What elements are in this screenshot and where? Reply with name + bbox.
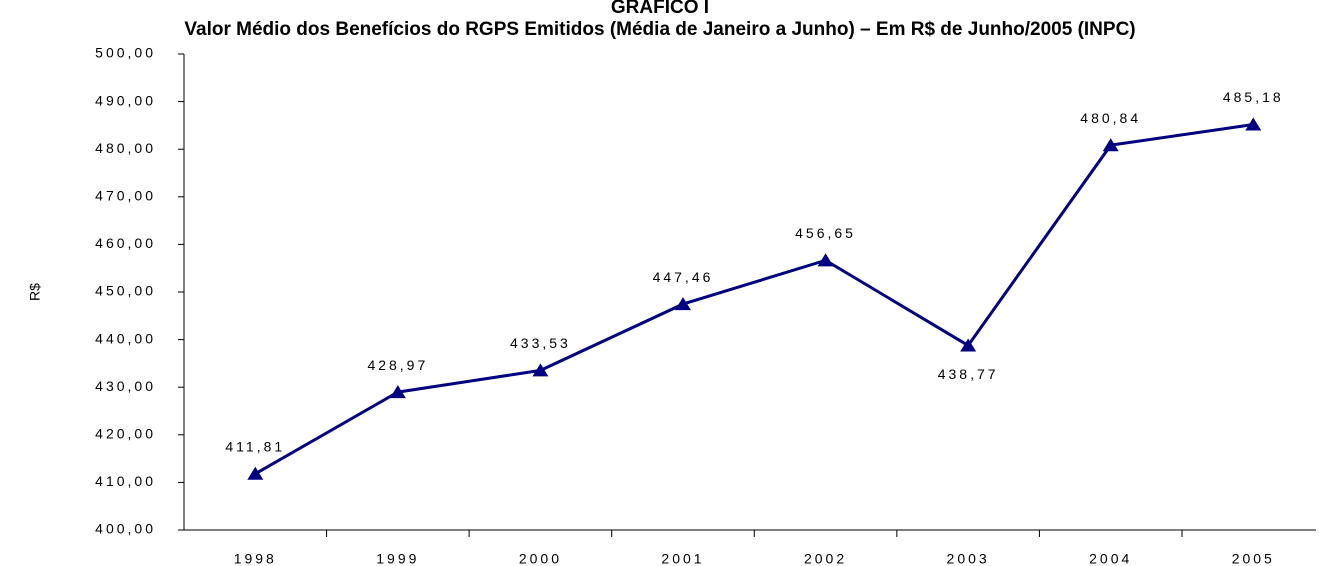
value-label: 438,77 (938, 366, 999, 382)
marker (532, 363, 549, 377)
y-tick-label: 440,00 (95, 330, 156, 346)
y-tick-label: 400,00 (95, 521, 156, 537)
value-label: 480,84 (1080, 110, 1141, 126)
y-axis-label: R$ (27, 283, 43, 301)
x-tick-label: 2003 (947, 551, 990, 566)
y-tick-label: 490,00 (95, 92, 156, 108)
x-tick-label: 2002 (804, 551, 847, 566)
value-label: 447,46 (653, 269, 714, 285)
y-tick-label: 500,00 (95, 45, 156, 61)
chart-supertitle: GRÁFICO I (611, 0, 709, 18)
line (254, 123, 1254, 476)
x-tick-label: 1998 (234, 551, 277, 566)
y-tick-label: 470,00 (95, 188, 156, 204)
chart-title: Valor Médio dos Benefícios do RGPS Emiti… (184, 19, 1135, 40)
y-tick-label: 430,00 (95, 378, 156, 394)
y-tick-label: 460,00 (95, 235, 156, 251)
marker (674, 297, 691, 311)
marker (960, 338, 977, 352)
marker (389, 385, 406, 399)
value-label: 433,53 (510, 335, 571, 351)
value-label: 485,18 (1223, 89, 1284, 105)
value-label: 411,81 (225, 438, 285, 454)
y-tick-label: 450,00 (95, 283, 156, 299)
value-label: 428,97 (367, 357, 428, 373)
y-tick-label: 420,00 (95, 426, 156, 442)
x-tick-label: 2000 (519, 551, 562, 566)
x-tick-label: 2001 (661, 551, 704, 566)
value-label: 456,65 (795, 225, 856, 241)
y-tick-label: 480,00 (95, 140, 156, 156)
y-tick-label: 410,00 (95, 473, 156, 489)
x-tick-label: 1999 (376, 551, 419, 566)
x-tick-label: 2005 (1232, 551, 1275, 566)
x-tick-label: 2004 (1089, 551, 1132, 566)
marker (1102, 138, 1119, 152)
marker (817, 253, 834, 267)
marker (247, 466, 264, 480)
marker (1245, 117, 1262, 131)
